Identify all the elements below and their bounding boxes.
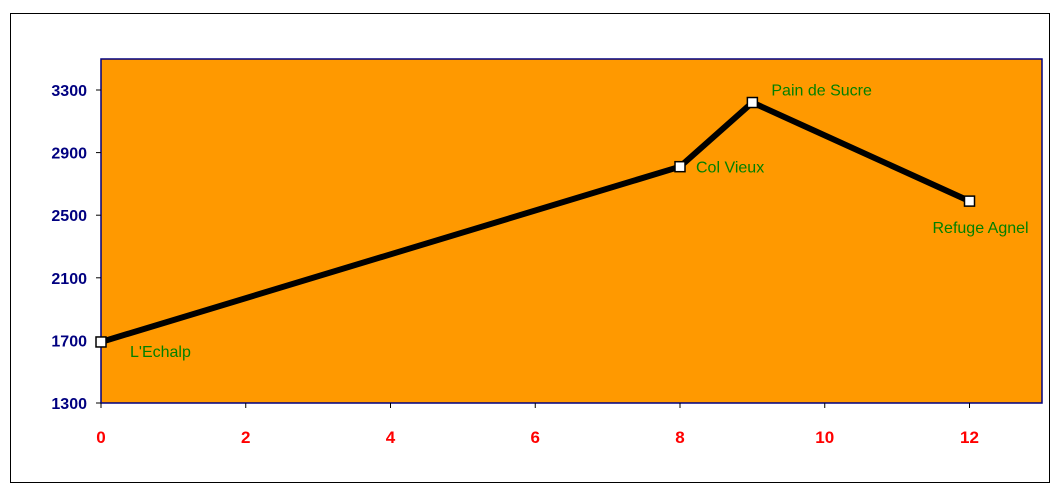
data-markers [95, 96, 976, 348]
x-tick-label: 10 [815, 428, 834, 447]
x-tick-label: 2 [241, 428, 250, 447]
y-tick-label: 2900 [51, 146, 87, 163]
data-point [746, 96, 759, 109]
elevation-chart: 0 2 4 6 8 10 12 1300 1700 2100 2500 2900 3300 L'Ech… [51, 58, 1043, 447]
x-tick-label: 12 [960, 428, 979, 447]
y-tick-label: 2100 [51, 271, 87, 288]
x-tick-label: 8 [675, 428, 684, 447]
y-tick-label: 1300 [51, 396, 87, 413]
series-line [98, 99, 973, 345]
y-tick-label: 3300 [51, 83, 87, 100]
point-label: Col Vieux [696, 160, 764, 177]
point-labels: L'Echalp Col Vieux Pain de Sucre Refuge Agn… [130, 83, 1029, 361]
data-point [95, 336, 107, 348]
x-tick-label: 4 [386, 428, 396, 447]
y-tick-label: 2500 [51, 208, 87, 225]
point-label: Pain de Sucre [771, 83, 872, 100]
y-tick-label: 1700 [51, 333, 87, 350]
plot-area [100, 58, 1043, 404]
x-axis: 0 2 4 6 8 10 12 [96, 403, 979, 447]
point-label: Refuge Agnel [933, 220, 1029, 237]
x-tick-label: 6 [531, 428, 540, 447]
point-label: L'Echalp [130, 344, 191, 361]
y-axis: 1300 1700 2100 2500 2900 3300 [51, 83, 101, 413]
data-point [674, 160, 686, 173]
x-tick-label: 0 [96, 428, 105, 447]
data-point [963, 195, 976, 207]
